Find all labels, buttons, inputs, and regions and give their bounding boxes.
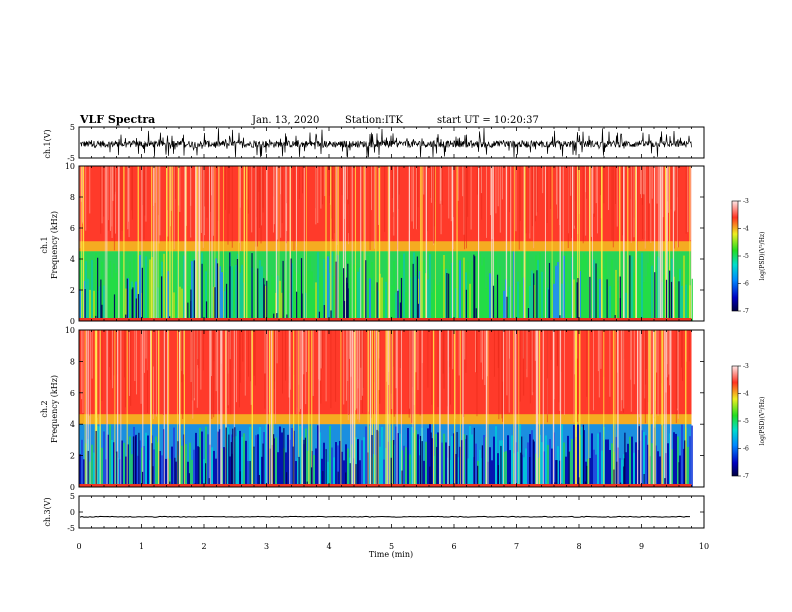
- ch2-colorbar-tick-2: -5: [743, 418, 749, 425]
- ch1-spectrogram-panel: 10 8 6 4 2 0: [65, 162, 705, 326]
- ch1-colorbar-tick-0: -3: [743, 198, 749, 205]
- ch2-spectrogram-ytick-3: 4: [70, 420, 75, 429]
- x-tick-8: 8: [576, 542, 581, 551]
- ch1-spectrogram-ytick-2: 6: [70, 224, 75, 233]
- ch2-spectrogram-ytick-1: 8: [70, 357, 75, 366]
- ch2-colorbar: -3 -4 -5 -6 -7 log(PSD)(V²/Hz): [731, 363, 766, 480]
- ch2-spectrogram-transition-band: [79, 414, 692, 427]
- ch2-spectrogram-dc-strip: [79, 484, 692, 487]
- x-tick-1: 1: [139, 542, 144, 551]
- ch1-spectrogram-ylabel-channel: ch.1: [40, 236, 49, 253]
- ch3-waveform-ytick-0: 5: [70, 492, 75, 501]
- ch1-spectrogram-ylabel-freq: Frequency (kHz): [50, 211, 59, 279]
- ch2-spectrogram-ylabel-freq: Frequency (kHz): [50, 375, 59, 443]
- ch2-spectrogram-ylabel-channel: ch.2: [40, 400, 49, 417]
- start-time-label: start UT = 10:20:37: [437, 115, 539, 126]
- ch2-colorbar-scale: [731, 365, 739, 477]
- ch2-colorbar-tick-0: -3: [743, 363, 749, 370]
- ch2-spectrogram-panel: 10 8 6 4 2 0: [65, 326, 705, 492]
- ch3-waveform-series: [79, 515, 690, 518]
- ch3-waveform-ylabel: ch.3(V): [43, 497, 52, 526]
- x-tick-3: 3: [264, 542, 269, 551]
- ch1-waveform-ytick-1: -5: [67, 154, 75, 163]
- ch1-spectrogram-ytick-5: 0: [70, 317, 75, 326]
- ch2-spectrogram-ytick-4: 2: [70, 452, 75, 461]
- ch1-colorbar-tick-4: -7: [743, 308, 749, 315]
- x-tick-2: 2: [201, 542, 206, 551]
- x-tick-6: 6: [451, 542, 456, 551]
- x-axis-label: Time (min): [369, 550, 413, 559]
- ch1-colorbar: -3 -4 -5 -6 -7 log(PSD)(V²/Hz): [731, 198, 766, 315]
- figure-title: VLF Spectra: [79, 113, 155, 126]
- ch1-colorbar-tick-1: -4: [743, 226, 749, 233]
- ch2-colorbar-label: log(PSD)(V²/Hz): [759, 397, 766, 446]
- x-tick-7: 7: [514, 542, 519, 551]
- ch3-waveform-panel: 5 0 -5: [67, 492, 705, 533]
- x-tick-9: 9: [639, 542, 644, 551]
- ch2-spectrogram-ytick-0: 10: [65, 326, 75, 335]
- ch1-colorbar-tick-2: -5: [743, 253, 749, 260]
- x-tick-0: 0: [76, 542, 81, 551]
- ch1-waveform-series: [79, 127, 692, 158]
- ch2-spectrogram-ytick-2: 6: [70, 389, 75, 398]
- ch1-waveform-ylabel: ch.1(V): [43, 129, 52, 158]
- ch2-colorbar-tick-4: -7: [743, 473, 749, 480]
- ch1-spectrogram-ytick-0: 10: [65, 162, 75, 171]
- ch1-spectrogram-ytick-3: 4: [70, 255, 75, 264]
- ch2-colorbar-tick-1: -4: [743, 391, 749, 398]
- ch1-waveform-panel: 5 -5: [67, 123, 705, 163]
- x-axis: 0 1 2 3 4 5 6 7 8 9 10: [76, 542, 709, 551]
- ch1-spectrogram-ytick-4: 2: [70, 286, 75, 295]
- x-tick-4: 4: [326, 542, 331, 551]
- ch2-spectrogram-ytick-5: 0: [70, 483, 75, 492]
- ch1-colorbar-tick-3: -6: [743, 281, 749, 288]
- ch1-colorbar-label: log(PSD)(V²/Hz): [759, 232, 766, 281]
- ch3-waveform-ytick-2: -5: [67, 524, 75, 533]
- ch1-spectrogram-ytick-1: 8: [70, 193, 75, 202]
- ch2-colorbar-tick-3: -6: [743, 446, 749, 453]
- ch1-spectrogram-dc-strip: [79, 318, 692, 321]
- ch2-spectrogram-high-band: [79, 330, 692, 425]
- station-label: Station:ITK: [345, 115, 403, 126]
- ch3-waveform-ytick-1: 0: [70, 508, 75, 517]
- x-tick-5: 5: [389, 542, 394, 551]
- date-label: Jan. 13, 2020: [251, 115, 319, 126]
- ch3-waveform-frame: [78, 495, 705, 529]
- ch1-waveform-ytick-0: 5: [70, 123, 75, 132]
- ch1-colorbar-scale: [731, 200, 739, 312]
- x-tick-10: 10: [699, 542, 709, 551]
